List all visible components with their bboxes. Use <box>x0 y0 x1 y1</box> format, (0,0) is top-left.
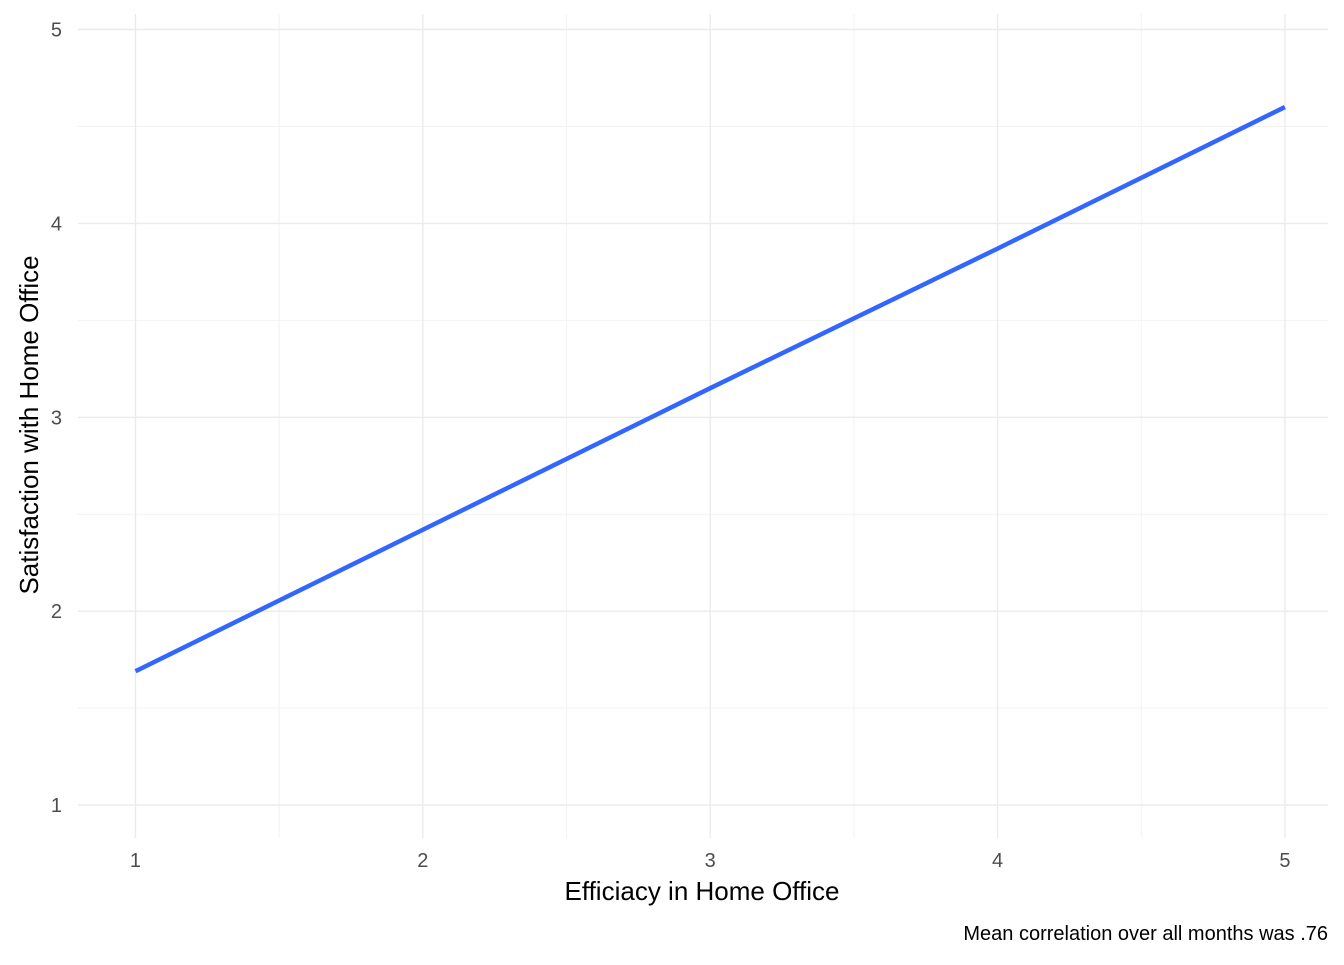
x-axis-title: Efficiacy in Home Office <box>564 876 839 906</box>
tick-labels: 1 2 3 4 5 1 2 3 4 5 <box>51 20 1291 872</box>
series-line-0 <box>134 105 1286 674</box>
grid <box>78 14 1328 838</box>
y-tick-label-2: 3 <box>51 407 62 429</box>
y-tick-label-0: 1 <box>51 795 62 817</box>
x-tick-label-4: 5 <box>1279 850 1290 872</box>
x-tick-label-1: 2 <box>417 850 428 872</box>
series-layer <box>134 105 1286 674</box>
x-tick-label-2: 3 <box>705 850 716 872</box>
y-tick-label-3: 4 <box>51 213 62 235</box>
x-tick-label-3: 4 <box>992 850 1003 872</box>
y-axis-title: Satisfaction with Home Office <box>14 255 44 594</box>
y-tick-label-1: 2 <box>51 601 62 623</box>
chart-caption: Mean correlation over all months was .76 <box>963 923 1328 945</box>
y-tick-label-4: 5 <box>51 20 62 42</box>
x-tick-label-0: 1 <box>130 850 141 872</box>
